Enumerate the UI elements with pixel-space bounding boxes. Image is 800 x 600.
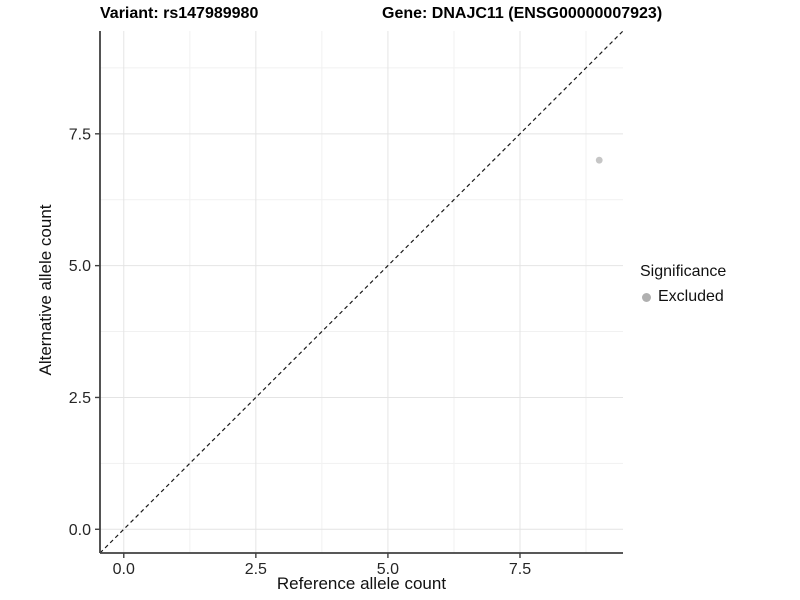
data-point <box>595 156 603 164</box>
y-tick-label: 7.5 <box>69 126 91 143</box>
x-tick-label: 0.0 <box>113 561 135 578</box>
y-tick-label: 5.0 <box>69 258 91 275</box>
excluded-point-icon <box>642 292 651 302</box>
legend-entry-label: Excluded <box>658 288 724 305</box>
plot-title-variant: Variant: rs147989980 <box>100 5 259 22</box>
identity-line <box>99 30 624 554</box>
legend-title: Significance <box>640 263 727 280</box>
legend: Significance Excluded <box>640 263 726 306</box>
y-tick-label: 0.0 <box>69 522 91 539</box>
plot-title-gene: Gene: DNAJC11 (ENSG00000007923) <box>382 5 663 22</box>
legend-entry-excluded: Excluded <box>642 288 726 306</box>
x-tick-label: 5.0 <box>377 561 399 578</box>
y-axis-title: Alternative allele count <box>36 204 55 376</box>
x-tick-label: 7.5 <box>509 561 531 578</box>
y-tick-label: 2.5 <box>69 390 91 407</box>
x-tick-label: 2.5 <box>245 561 267 578</box>
x-axis-title: Reference allele count <box>276 574 447 593</box>
